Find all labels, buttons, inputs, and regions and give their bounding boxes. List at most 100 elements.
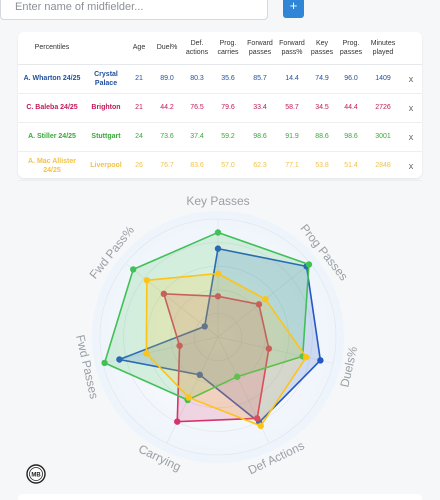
percentiles-table: Percentiles Age Duel% Def. actions Prog.… <box>18 32 422 181</box>
radar-data-point <box>174 418 181 425</box>
table-row: A. Mac Allister 24/25 Liverpool 26 76.7 … <box>18 151 422 181</box>
radar-data-point <box>101 359 108 367</box>
logo-text: MB <box>31 472 41 478</box>
prog-carries-cell: 35.6 <box>212 64 244 94</box>
radar-data-point <box>255 301 263 308</box>
radar-axis-label: Key Passes <box>186 195 249 208</box>
def-actions-cell: 83.6 <box>182 151 212 181</box>
duel-cell: 89.0 <box>152 64 182 94</box>
radar-series-area <box>162 292 270 423</box>
forward-passes-cell: 62.3 <box>244 151 276 181</box>
search-bar: + <box>0 0 440 24</box>
radar-data-point <box>305 261 313 268</box>
radar-data-point <box>143 350 150 357</box>
radar-data-point <box>303 353 310 361</box>
forward-passes-cell: 98.6 <box>244 122 276 152</box>
def-actions-cell: 37.4 <box>182 122 212 152</box>
player-name: C. Baleba 24/25 <box>18 93 86 123</box>
forward-pass-pct-cell: 58.7 <box>276 93 308 123</box>
radar-data-point <box>257 422 265 430</box>
radar-data-point <box>265 345 273 352</box>
radar-series-area <box>116 247 322 424</box>
header-def-actions: Def. actions <box>182 32 212 65</box>
radar-data-point <box>201 323 208 330</box>
percentiles-table-card: Percentiles Age Duel% Def. actions Prog.… <box>18 32 422 181</box>
radar-axis-line <box>217 336 334 364</box>
midfielder-search-input[interactable] <box>0 0 268 20</box>
player-name: A. Mac Allister 24/25 <box>18 151 86 181</box>
radar-data-point <box>143 277 151 284</box>
header-team <box>86 32 126 65</box>
header-prog-passes: Prog. passes <box>336 32 366 65</box>
radar-chart-container: Key Passes Prog Passes Duels% Def Actions Ca… <box>0 194 440 485</box>
table-row: C. Baleba 24/25 Brighton 21 44.2 76.5 79… <box>18 93 422 123</box>
header-prog-carries: Prog. carries <box>212 32 244 65</box>
radar-axis-line <box>166 336 219 444</box>
def-actions-cell: 76.5 <box>182 93 212 123</box>
key-passes-cell: 53.8 <box>308 151 336 181</box>
team-name: Stuttgart <box>86 122 126 152</box>
prog-carries-cell: 59.2 <box>212 122 244 152</box>
header-forward-pass-pct: Forward pass% <box>276 32 308 65</box>
header-remove <box>400 32 422 65</box>
header-key-passes: Key passes <box>308 32 336 65</box>
prog-passes-cell: 98.6 <box>336 122 366 152</box>
minutes-cell: 1409 <box>366 64 400 94</box>
radar-series-area <box>145 272 308 427</box>
team-name: Crystal Palace <box>86 64 126 94</box>
radar-data-point <box>196 371 203 379</box>
prog-carries-cell: 79.6 <box>212 93 244 123</box>
minutes-cell: 2848 <box>366 151 400 181</box>
remove-player-button[interactable]: x <box>400 93 422 123</box>
team-name: Liverpool <box>86 151 126 181</box>
table-row: A. Stiller 24/25 Stuttgart 24 73.6 37.4 … <box>18 122 422 152</box>
prog-passes-cell: 51.4 <box>336 151 366 181</box>
remove-player-button[interactable]: x <box>400 122 422 152</box>
radar-data-point <box>160 290 168 298</box>
header-percentiles: Percentiles <box>18 32 86 65</box>
key-passes-cell: 88.6 <box>308 122 336 152</box>
radar-data-point <box>214 270 222 277</box>
brand-logo: MB <box>26 464 46 484</box>
radar-series-area <box>103 231 310 401</box>
radar-data-point <box>214 245 222 252</box>
duel-cell: 76.7 <box>152 151 182 181</box>
prog-passes-cell: 96.0 <box>336 64 366 94</box>
minutes-cell: 2726 <box>366 93 400 123</box>
radar-data-point <box>253 415 261 422</box>
team-name: Brighton <box>86 93 126 123</box>
table-header-row: Percentiles Age Duel% Def. actions Prog.… <box>18 32 422 65</box>
forward-pass-pct-cell: 91.9 <box>276 122 308 152</box>
prog-passes-cell: 44.4 <box>336 93 366 123</box>
radar-data-point <box>262 295 269 303</box>
header-age: Age <box>126 32 152 65</box>
prog-carries-cell: 57.0 <box>212 151 244 181</box>
radar-data-point <box>214 293 222 300</box>
forward-pass-pct-cell: 77.1 <box>276 151 308 181</box>
player-name: A. Wharton 24/25 <box>18 64 86 94</box>
radar-data-point <box>130 266 137 273</box>
radar-data-point <box>185 394 193 401</box>
remove-player-button[interactable]: x <box>400 64 422 94</box>
age-cell: 21 <box>126 93 152 123</box>
forward-passes-cell: 85.7 <box>244 64 276 94</box>
remove-player-button[interactable]: x <box>400 151 422 181</box>
header-minutes-played: Minutes played <box>366 32 400 65</box>
radar-data-point <box>116 356 123 363</box>
def-actions-cell: 80.3 <box>182 64 212 94</box>
duel-cell: 73.6 <box>152 122 182 152</box>
radar-data-point <box>214 229 222 236</box>
key-passes-cell: 74.9 <box>308 64 336 94</box>
next-card-edge <box>18 494 422 500</box>
add-player-button[interactable]: + <box>283 0 304 18</box>
age-cell: 26 <box>126 151 152 181</box>
radar-data-point <box>176 342 183 349</box>
radar-data-point <box>233 373 241 380</box>
duel-cell: 44.2 <box>152 93 182 123</box>
age-cell: 21 <box>126 64 152 94</box>
forward-passes-cell: 33.4 <box>244 93 276 123</box>
table-row: A. Wharton 24/25 Crystal Palace 21 89.0 … <box>18 64 422 94</box>
key-passes-cell: 34.5 <box>308 93 336 123</box>
radar-data-point <box>317 357 324 364</box>
